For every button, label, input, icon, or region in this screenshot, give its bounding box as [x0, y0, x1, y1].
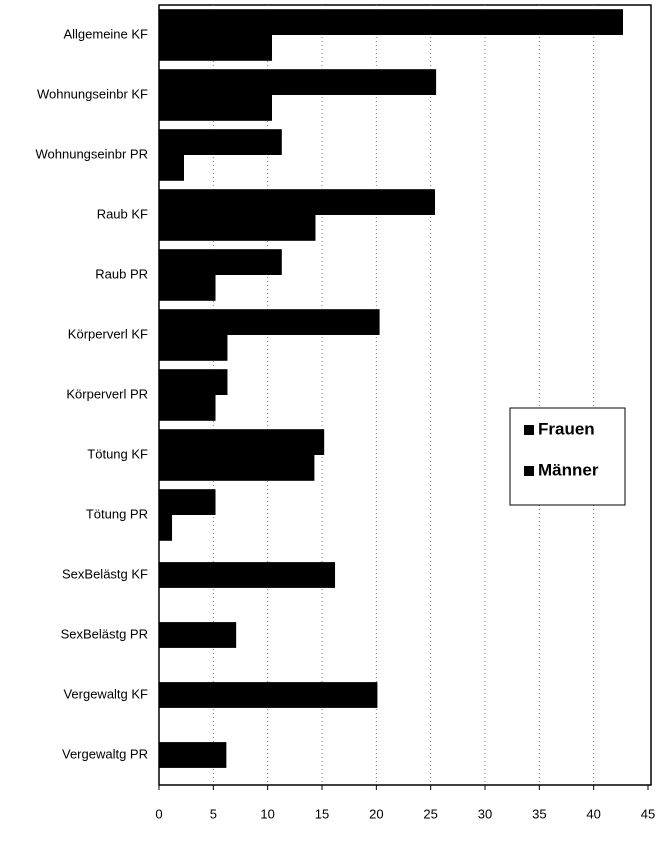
bar: [159, 369, 228, 395]
y-tick-label: Vergewaltg PR: [62, 746, 148, 761]
bar: [159, 335, 228, 361]
x-tick-label: 0: [155, 806, 162, 821]
bar: [159, 429, 325, 455]
bar: [159, 249, 282, 275]
x-tick-label: 10: [260, 806, 274, 821]
bar: [159, 95, 273, 121]
y-tick-label: Körperverl KF: [68, 326, 148, 341]
bar: [159, 189, 436, 215]
plot-area: [158, 4, 652, 786]
x-tick-label: 25: [423, 806, 437, 821]
y-tick-label: Raub KF: [97, 206, 148, 221]
y-tick-label: Tötung PR: [86, 506, 148, 521]
bar: [159, 275, 216, 301]
x-tick-label: 5: [210, 806, 217, 821]
bar: [159, 35, 273, 61]
y-tick-label: Wohnungseinbr PR: [36, 146, 149, 161]
y-tick-label: Vergewaltg KF: [63, 686, 148, 701]
y-tick-label: SexBelästg KF: [62, 566, 148, 581]
x-tick-label: 20: [369, 806, 383, 821]
bar: [159, 69, 437, 95]
bar: [159, 562, 336, 588]
bar: [159, 129, 282, 155]
bar: [159, 215, 316, 241]
y-tick-label: Körperverl PR: [66, 386, 148, 401]
bar: [159, 489, 216, 515]
x-tick-label: 15: [315, 806, 329, 821]
legend-label: Männer: [538, 460, 599, 479]
x-tick-label: 30: [478, 806, 492, 821]
legend-swatch: [524, 425, 534, 435]
y-tick-label: Wohnungseinbr KF: [37, 86, 148, 101]
x-tick-label: 45: [641, 806, 655, 821]
bar: [159, 395, 216, 421]
legend-label: Frauen: [538, 419, 595, 438]
y-tick-label: Allgemeine KF: [63, 26, 148, 41]
y-tick-label: Tötung KF: [87, 446, 148, 461]
bar: [159, 682, 378, 708]
legend-box: [509, 407, 626, 506]
bar: [159, 309, 380, 335]
x-tick-label: 35: [532, 806, 546, 821]
y-tick-label: Raub PR: [95, 266, 148, 281]
legend-swatch: [524, 466, 534, 476]
bar: [159, 455, 315, 481]
bar: [159, 742, 227, 768]
x-tick-label: 40: [586, 806, 600, 821]
y-tick-label: SexBelästg PR: [61, 626, 148, 641]
bar: [159, 622, 237, 648]
bar: [159, 9, 624, 35]
bar: [159, 155, 184, 181]
bar: [159, 515, 173, 541]
